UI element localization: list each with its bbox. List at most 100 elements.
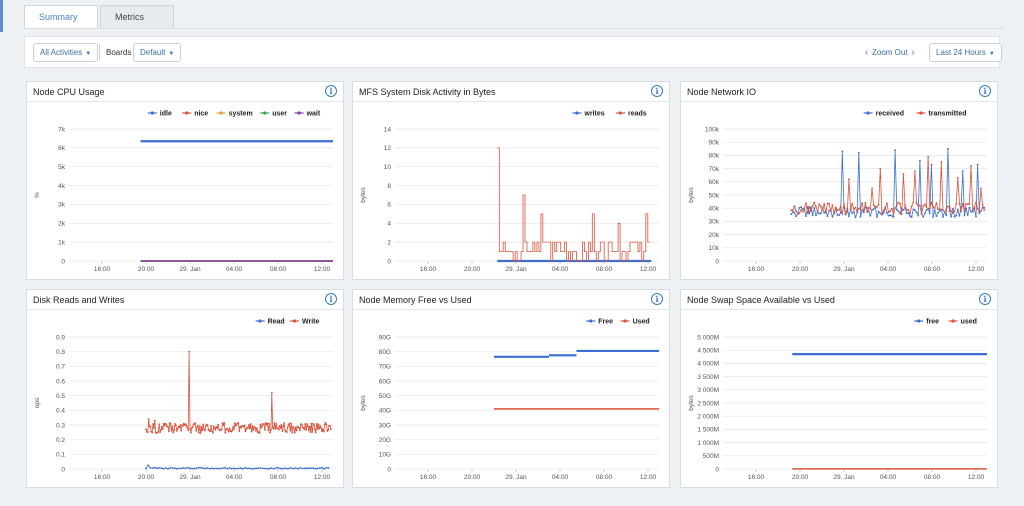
x-tick-label: 08:00: [596, 266, 613, 273]
series-point: [145, 428, 147, 431]
series-point: [290, 422, 293, 425]
series-point: [282, 425, 285, 428]
series-point: [953, 215, 956, 218]
series-point: [167, 425, 169, 428]
series-point: [971, 209, 974, 212]
series-point: [228, 467, 231, 469]
series-point: [202, 467, 205, 470]
x-tick-label: 29. Jan: [179, 266, 201, 273]
series-point: [966, 203, 969, 206]
zoom-out-button[interactable]: Zoom Out: [872, 48, 908, 57]
series-point: [795, 215, 798, 218]
legend-marker: [951, 319, 955, 323]
series-point: [201, 429, 204, 432]
series-point: [884, 207, 887, 210]
series-point: [935, 215, 938, 218]
series-line: [145, 464, 329, 470]
y-tick-label: 1 000M: [697, 440, 719, 447]
series-point: [818, 212, 821, 215]
series-point: [894, 149, 897, 152]
series-point: [220, 428, 223, 431]
series-point: [293, 431, 296, 434]
x-tick-label: 04:00: [226, 474, 243, 481]
series-point: [877, 203, 880, 206]
series-point: [237, 422, 240, 425]
x-tick-label: 20:00: [792, 474, 809, 481]
series-point: [171, 425, 174, 428]
series-point: [887, 211, 890, 214]
series-point: [942, 215, 944, 218]
series-point: [844, 213, 847, 216]
series-point: [318, 427, 321, 430]
legend-item: Write: [290, 319, 319, 326]
legend-marker: [258, 319, 262, 323]
y-tick-label: 1k: [58, 239, 66, 246]
all-activities-dropdown[interactable]: All Activities ▼: [33, 43, 99, 62]
series-point: [248, 467, 251, 470]
series-point: [210, 425, 213, 427]
series-point: [325, 423, 328, 426]
series-point: [831, 204, 834, 206]
series-point: [927, 155, 930, 158]
series-point: [198, 425, 201, 428]
series-point: [872, 208, 875, 210]
info-icon[interactable]: i: [651, 293, 663, 305]
y-tick-label: 10k: [709, 245, 720, 252]
y-tick-label: 50k: [709, 192, 720, 199]
series-point: [279, 427, 282, 429]
series-point: [244, 430, 247, 433]
series-point: [961, 170, 964, 173]
info-icon[interactable]: i: [325, 85, 337, 97]
series-point: [273, 422, 276, 424]
x-tick-label: 04:00: [226, 266, 243, 273]
info-icon[interactable]: i: [651, 85, 663, 97]
series-point: [288, 467, 290, 470]
series-point: [980, 210, 982, 212]
series-point: [156, 467, 158, 470]
panel-title: Disk Reads and Writes: [33, 295, 125, 305]
board-dropdown[interactable]: Default ▼: [133, 43, 182, 62]
series-point: [327, 466, 330, 469]
series-point: [894, 207, 897, 210]
chevron-right-icon[interactable]: ›: [911, 47, 915, 57]
series-point: [902, 209, 905, 212]
series-point: [323, 423, 326, 426]
series-point: [197, 466, 200, 469]
series-point: [800, 209, 802, 211]
info-icon[interactable]: i: [979, 85, 991, 97]
legend-marker: [623, 319, 627, 323]
series-point: [907, 212, 910, 215]
series-point: [324, 421, 327, 424]
info-icon[interactable]: i: [325, 293, 337, 305]
series-point: [950, 210, 953, 213]
time-range-dropdown[interactable]: Last 24 Hours ▼: [929, 43, 1002, 62]
series-point: [927, 207, 930, 210]
info-icon[interactable]: i: [979, 293, 991, 305]
tab-summary[interactable]: Summary: [24, 5, 98, 29]
series-point: [303, 428, 306, 431]
series-point: [248, 427, 251, 430]
y-tick-label: 0.7: [56, 364, 65, 371]
panel-header: Node Network IO i: [681, 82, 997, 102]
series-point: [323, 467, 326, 470]
series-point: [811, 214, 814, 217]
series-point: [214, 428, 217, 431]
y-tick-label: 60k: [709, 179, 720, 186]
series-point: [171, 467, 174, 469]
series-point: [163, 424, 166, 427]
series-point: [940, 208, 943, 211]
series-point: [277, 427, 279, 430]
series-point: [853, 210, 855, 213]
series-point: [219, 467, 222, 470]
series-point: [292, 425, 294, 428]
series-point: [151, 467, 154, 469]
panel-header: Node Swap Space Available vs Used i: [681, 290, 997, 310]
series-point: [217, 423, 220, 426]
all-activities-label: All Activities: [40, 48, 83, 57]
tab-metrics[interactable]: Metrics: [100, 5, 174, 29]
series-point: [818, 203, 821, 206]
series-point: [816, 210, 819, 213]
series-point: [928, 207, 931, 210]
chevron-left-icon[interactable]: ‹: [865, 47, 868, 57]
y-tick-label: 0.1: [56, 452, 65, 459]
